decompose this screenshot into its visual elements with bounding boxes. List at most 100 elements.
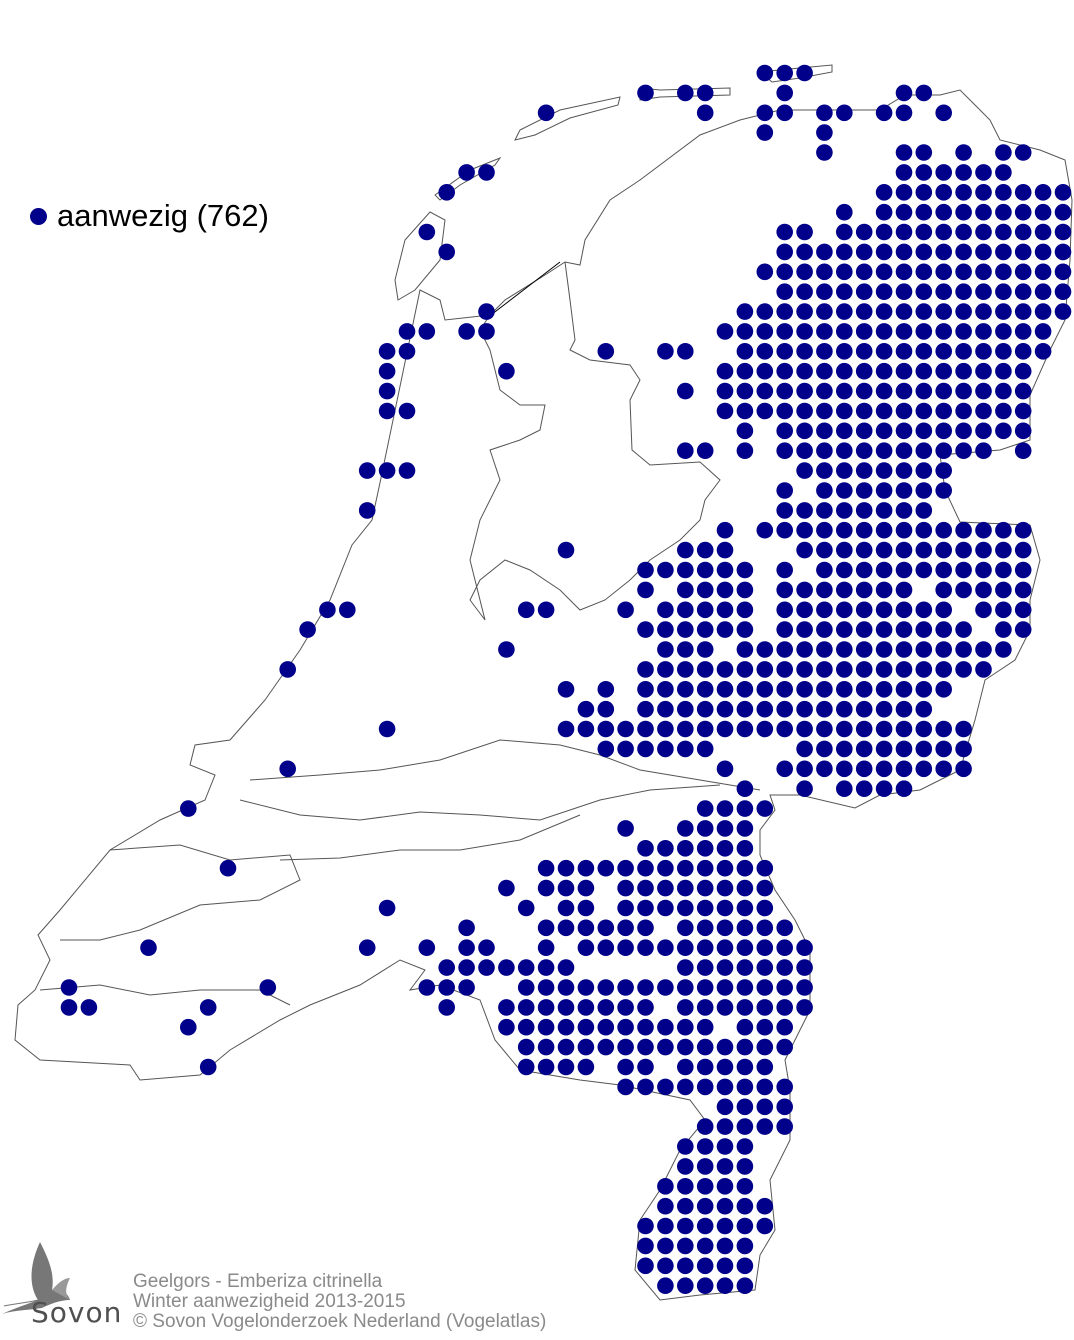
presence-dot	[796, 243, 813, 261]
presence-dot	[895, 760, 913, 778]
presence-dot	[895, 144, 913, 161]
presence-dot	[438, 979, 456, 996]
presence-dot	[677, 621, 694, 638]
presence-dot	[796, 700, 813, 718]
presence-dot	[677, 661, 694, 678]
presence-dot	[438, 243, 456, 261]
presence-dot	[935, 184, 952, 201]
presence-dot	[677, 979, 694, 996]
presence-dot	[855, 303, 873, 320]
presence-dot	[517, 899, 535, 917]
presence-dot	[677, 681, 694, 698]
presence-dot	[716, 999, 734, 1016]
presence-dot	[836, 442, 853, 460]
presence-dot	[895, 661, 913, 678]
presence-dot	[995, 521, 1012, 539]
presence-dot	[816, 561, 833, 579]
river-lines	[279, 814, 581, 861]
presence-dot	[836, 581, 853, 599]
presence-dot	[855, 641, 873, 658]
presence-dot	[776, 303, 793, 320]
presence-dot	[1014, 621, 1032, 638]
presence-dot	[875, 502, 893, 519]
presence-dot	[875, 760, 893, 778]
presence-dot	[995, 144, 1012, 161]
presence-dot	[855, 462, 873, 479]
presence-dot	[796, 402, 813, 420]
presence-dot	[955, 561, 972, 579]
presence-dot	[935, 343, 952, 360]
presence-dot	[657, 661, 674, 678]
presence-dot	[796, 64, 813, 82]
presence-dot	[995, 561, 1012, 579]
presence-dot	[358, 939, 376, 956]
presence-dot	[378, 402, 396, 420]
presence-dot	[836, 362, 853, 380]
presence-dot	[776, 243, 793, 261]
presence-dot	[816, 581, 833, 599]
presence-dot	[875, 283, 893, 301]
presence-dot	[677, 859, 694, 877]
presence-dot	[736, 661, 754, 678]
presence-dot	[657, 720, 674, 738]
presence-dot	[736, 700, 754, 718]
presence-dot	[776, 263, 793, 281]
presence-dot	[1054, 243, 1072, 261]
presence-dot	[935, 621, 952, 638]
presence-dot	[1034, 343, 1052, 360]
presence-dot	[617, 939, 634, 956]
presence-dot	[756, 1217, 774, 1235]
presence-dot	[597, 999, 615, 1016]
presence-dot	[677, 1217, 694, 1235]
presence-dot	[637, 999, 654, 1016]
presence-dot	[458, 919, 475, 937]
presence-dot	[875, 601, 893, 619]
presence-dot	[895, 104, 913, 122]
presence-dot	[478, 303, 495, 320]
presence-dot	[438, 184, 456, 201]
presence-dot	[736, 979, 754, 996]
presence-dot	[716, 1118, 734, 1135]
presence-dot	[756, 979, 774, 996]
presence-dot	[736, 1237, 754, 1255]
presence-dot	[557, 541, 575, 559]
presence-dot	[716, 621, 734, 638]
presence-dot	[776, 1098, 793, 1116]
presence-dot	[696, 1038, 714, 1056]
presence-dot	[736, 1257, 754, 1275]
presence-dot	[696, 1197, 714, 1215]
presence-dot	[1014, 402, 1032, 420]
presence-dot	[975, 661, 992, 678]
presence-dot	[816, 681, 833, 698]
presence-dot	[935, 303, 952, 320]
presence-dot	[796, 641, 813, 658]
presence-dot	[716, 661, 734, 678]
presence-dot	[955, 303, 972, 320]
presence-dot	[180, 800, 197, 817]
presence-dot	[975, 243, 992, 261]
presence-dot	[776, 1038, 793, 1056]
presence-dot	[696, 681, 714, 698]
presence-dot	[975, 521, 992, 539]
presence-dot	[716, 1257, 734, 1275]
presence-dot	[716, 561, 734, 579]
presence-dot	[875, 382, 893, 400]
presence-dot	[935, 203, 952, 221]
presence-dot	[756, 1018, 774, 1036]
presence-dot	[935, 521, 952, 539]
presence-dot	[875, 720, 893, 738]
presence-dot	[557, 859, 575, 877]
presence-dot	[557, 1018, 575, 1036]
presence-dot	[935, 760, 952, 778]
presence-dot	[895, 84, 913, 102]
presence-dot	[776, 362, 793, 380]
presence-dot	[955, 581, 972, 599]
presence-dot	[1034, 184, 1052, 201]
presence-dot	[895, 561, 913, 579]
presence-dot	[975, 601, 992, 619]
presence-dot	[736, 720, 754, 738]
presence-dot	[995, 422, 1012, 440]
presence-dot	[875, 442, 893, 460]
presence-dot	[1014, 243, 1032, 261]
